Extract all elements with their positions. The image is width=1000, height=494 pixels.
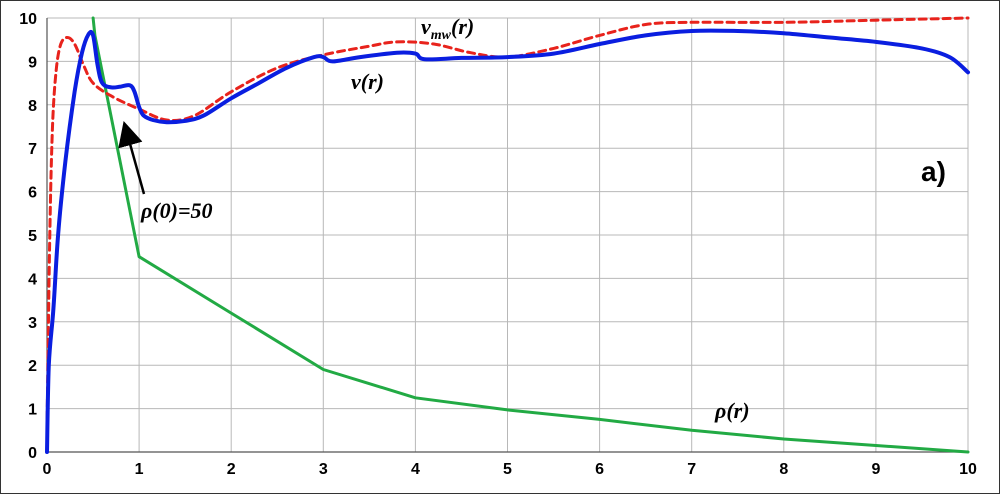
y-tick-label: 9 — [28, 54, 37, 71]
vmw-label: vmw(r) — [421, 14, 474, 43]
series-line-rho — [91, 16, 970, 454]
y-tick-label: 8 — [28, 98, 37, 115]
tick-labels: 0 1 2 3 4 5 6 7 8 9 10 0 1 2 3 4 5 6 7 8 9 10 — [19, 11, 977, 478]
y-tick-label: 3 — [28, 315, 37, 332]
arrow-label: ρ(0)=50 — [140, 198, 213, 223]
panel-label: a) — [921, 156, 946, 187]
series-lines — [45, 16, 970, 454]
x-tick-label: 0 — [43, 461, 52, 478]
x-tick-label: 5 — [503, 461, 512, 478]
vmw-label-main: v — [421, 14, 431, 39]
x-tick-label: 4 — [411, 461, 420, 478]
y-tick-label: 5 — [28, 228, 37, 245]
x-tick-label: 8 — [779, 461, 788, 478]
series-line-v — [45, 28, 970, 454]
grid-lines — [46, 17, 969, 453]
vmw-label-suffix: (r) — [451, 14, 474, 39]
y-tick-label: 0 — [28, 445, 37, 462]
v-label: v(r) — [351, 69, 384, 94]
x-tick-label: 3 — [319, 461, 328, 478]
y-tick-label: 1 — [28, 402, 37, 419]
x-tick-label: 1 — [135, 461, 144, 478]
y-tick-label: 7 — [28, 141, 37, 158]
x-tick-label: 6 — [595, 461, 604, 478]
annotations: v(r) vmw(r) ρ(r) ρ(0)=50 a) — [118, 14, 946, 423]
y-tick-label: 6 — [28, 185, 37, 202]
x-tick-label: 7 — [687, 461, 696, 478]
x-tick-label: 10 — [959, 461, 977, 478]
y-tick-label: 4 — [28, 271, 37, 288]
y-tick-label: 2 — [28, 358, 37, 375]
annotation-arrow — [118, 120, 146, 195]
x-tick-label: 2 — [227, 461, 236, 478]
vmw-label-sub: mw — [431, 28, 452, 43]
rho-label: ρ(r) — [714, 398, 750, 423]
series-line-vmw — [45, 16, 970, 432]
y-tick-label: 10 — [19, 11, 37, 28]
x-tick-label: 9 — [871, 461, 880, 478]
